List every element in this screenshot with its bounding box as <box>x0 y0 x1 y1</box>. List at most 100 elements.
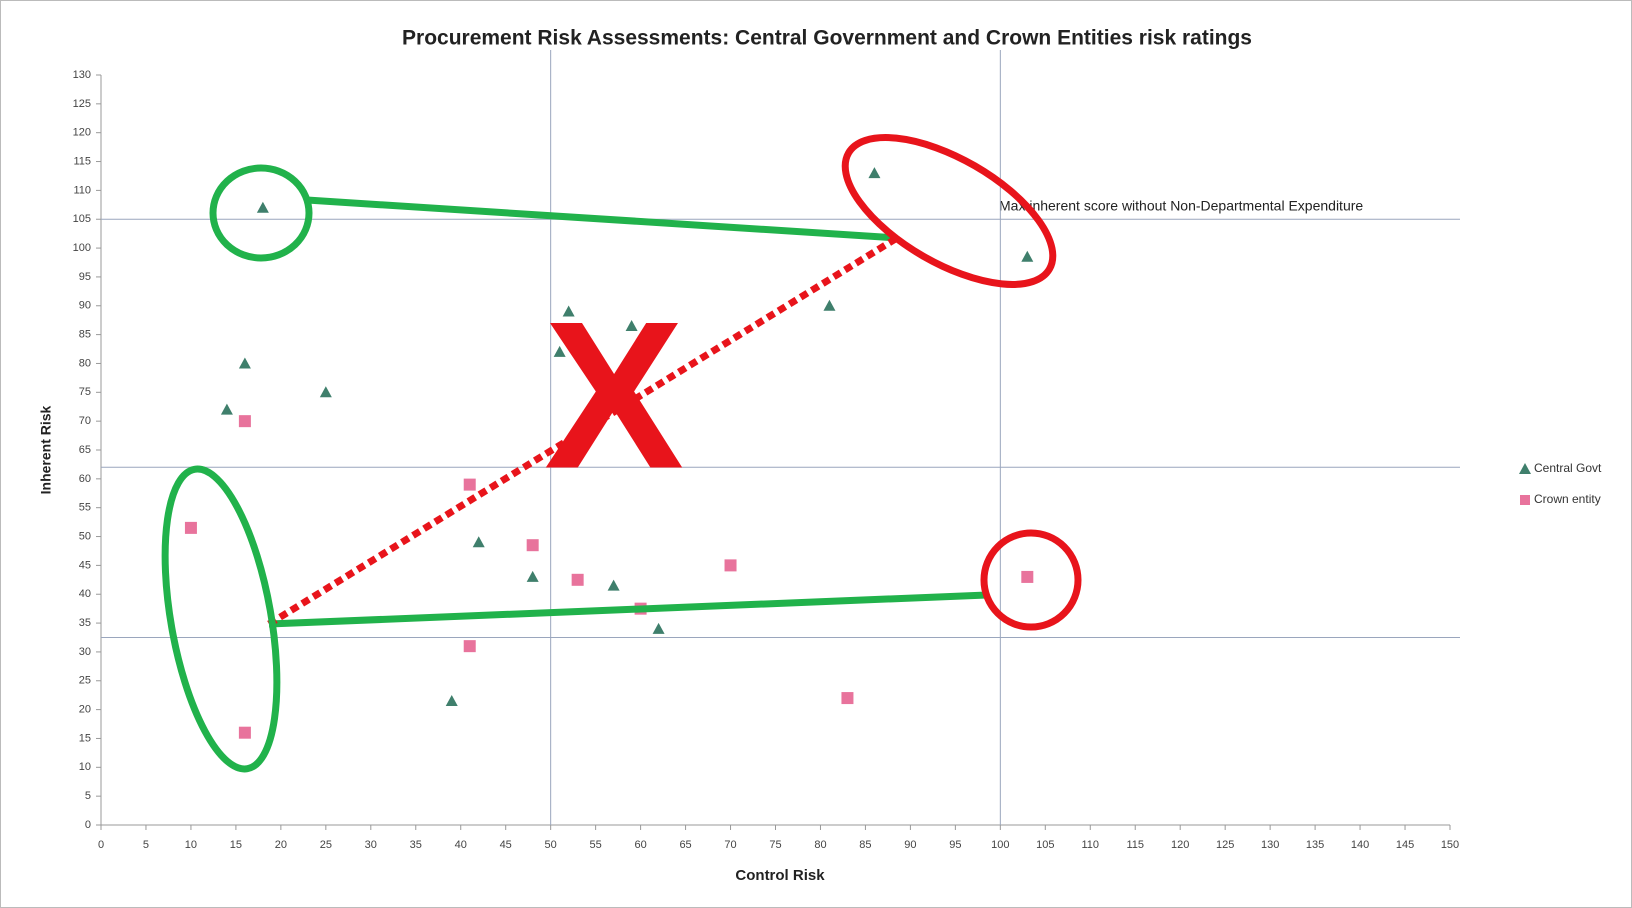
point <box>868 167 881 179</box>
point <box>319 386 332 398</box>
point <box>463 478 476 491</box>
x-tick-label: 15 <box>230 839 242 851</box>
point <box>1021 250 1034 262</box>
x-tick-label: 140 <box>1351 839 1369 851</box>
x-tick-label: 145 <box>1396 839 1414 851</box>
point <box>841 692 854 705</box>
x-tick-label: 135 <box>1306 839 1324 851</box>
y-axis-label: Inherent Risk <box>38 405 54 494</box>
point <box>1021 570 1034 583</box>
y-tick-label: 5 <box>85 790 91 802</box>
point <box>1519 463 1531 474</box>
red-dotted-line <box>267 235 899 627</box>
annotation: Max inherent score without Non-Departmen… <box>999 198 1363 214</box>
point <box>445 694 458 706</box>
y-tick-label: 115 <box>73 155 91 167</box>
green-line <box>268 591 988 628</box>
y-tick-label: 125 <box>73 98 91 110</box>
y-tick-label: 25 <box>79 675 91 687</box>
y-tick-label: 100 <box>73 242 91 254</box>
point <box>238 726 251 739</box>
point <box>238 415 251 428</box>
x-tick-label: 10 <box>185 839 197 851</box>
x-axis-label: Control Risk <box>735 867 825 884</box>
x-tick-label: 120 <box>1171 839 1189 851</box>
x-tick-label: 20 <box>275 839 287 851</box>
x-tick-label: 30 <box>365 839 377 851</box>
point <box>652 622 665 634</box>
x-tick-label: 70 <box>724 839 736 851</box>
x-tick-label: 85 <box>859 839 871 851</box>
x-tick-label: 110 <box>1081 839 1099 851</box>
y-tick-label: 60 <box>79 473 91 485</box>
red-circle <box>980 529 1082 631</box>
y-tick-label: 70 <box>79 415 91 427</box>
green-circle <box>209 164 313 262</box>
point <box>184 521 197 534</box>
y-tick-label: 90 <box>79 300 91 312</box>
y-tick-label: 45 <box>79 559 91 571</box>
point <box>571 573 584 586</box>
x-tick-label: 50 <box>545 839 557 851</box>
legend-label: Crown entity <box>1534 492 1601 506</box>
overlay <box>161 134 1082 773</box>
y-tick-label: 85 <box>79 329 91 341</box>
y-tick-label: 65 <box>79 444 91 456</box>
x-tick-label: 130 <box>1261 839 1279 851</box>
y-tick-label: 95 <box>79 271 91 283</box>
x-tick-label: 80 <box>814 839 826 851</box>
point <box>526 570 539 582</box>
point <box>1520 495 1530 505</box>
y-tick-label: 10 <box>79 761 91 773</box>
x-tick-label: 115 <box>1126 839 1144 851</box>
x-tick-label: 105 <box>1036 839 1054 851</box>
x-tick-label: 65 <box>679 839 691 851</box>
x-tick-label: 125 <box>1216 839 1234 851</box>
chart-title: Procurement Risk Assessments: Central Go… <box>402 27 1252 50</box>
y-tick-label: 110 <box>73 184 91 196</box>
point <box>526 539 539 552</box>
point <box>472 536 485 548</box>
x-tick-label: 0 <box>98 839 104 851</box>
y-tick-label: 40 <box>79 588 91 600</box>
x-tick-label: 150 <box>1441 839 1459 851</box>
point <box>553 345 566 357</box>
y-tick-label: 120 <box>73 127 91 139</box>
point <box>463 640 476 653</box>
y-tick-label: 105 <box>73 213 91 225</box>
red-x: X <box>544 277 684 512</box>
x-tick-label: 25 <box>320 839 332 851</box>
point <box>823 299 836 311</box>
y-tick-label: 75 <box>79 386 91 398</box>
x-tick-label: 60 <box>634 839 646 851</box>
point <box>220 403 233 415</box>
red-ellipse <box>841 134 1057 288</box>
x-tick-label: 75 <box>769 839 781 851</box>
y-tick-label: 30 <box>79 646 91 658</box>
x-tick-label: 45 <box>500 839 512 851</box>
plot: 0510152025303540455055606570758085909510… <box>73 50 1602 851</box>
point <box>625 319 638 331</box>
point <box>238 357 251 369</box>
legend-label: Central Govt <box>1534 461 1602 475</box>
point <box>724 559 737 572</box>
x-tick-label: 35 <box>410 839 422 851</box>
x-tick-label: 100 <box>991 839 1009 851</box>
y-tick-label: 80 <box>79 357 91 369</box>
y-tick-label: 50 <box>79 530 91 542</box>
y-tick-label: 0 <box>85 819 91 831</box>
point <box>562 305 575 317</box>
x-tick-label: 55 <box>590 839 602 851</box>
x-tick-label: 40 <box>455 839 467 851</box>
y-tick-label: 35 <box>79 617 91 629</box>
x-tick-label: 90 <box>904 839 916 851</box>
y-tick-label: 55 <box>79 502 91 514</box>
y-tick-label: 20 <box>79 704 91 716</box>
green-line <box>306 196 898 242</box>
x-tick-label: 5 <box>143 839 149 851</box>
point <box>256 201 269 213</box>
green-ellipse <box>161 465 281 773</box>
x-tick-label: 95 <box>949 839 961 851</box>
